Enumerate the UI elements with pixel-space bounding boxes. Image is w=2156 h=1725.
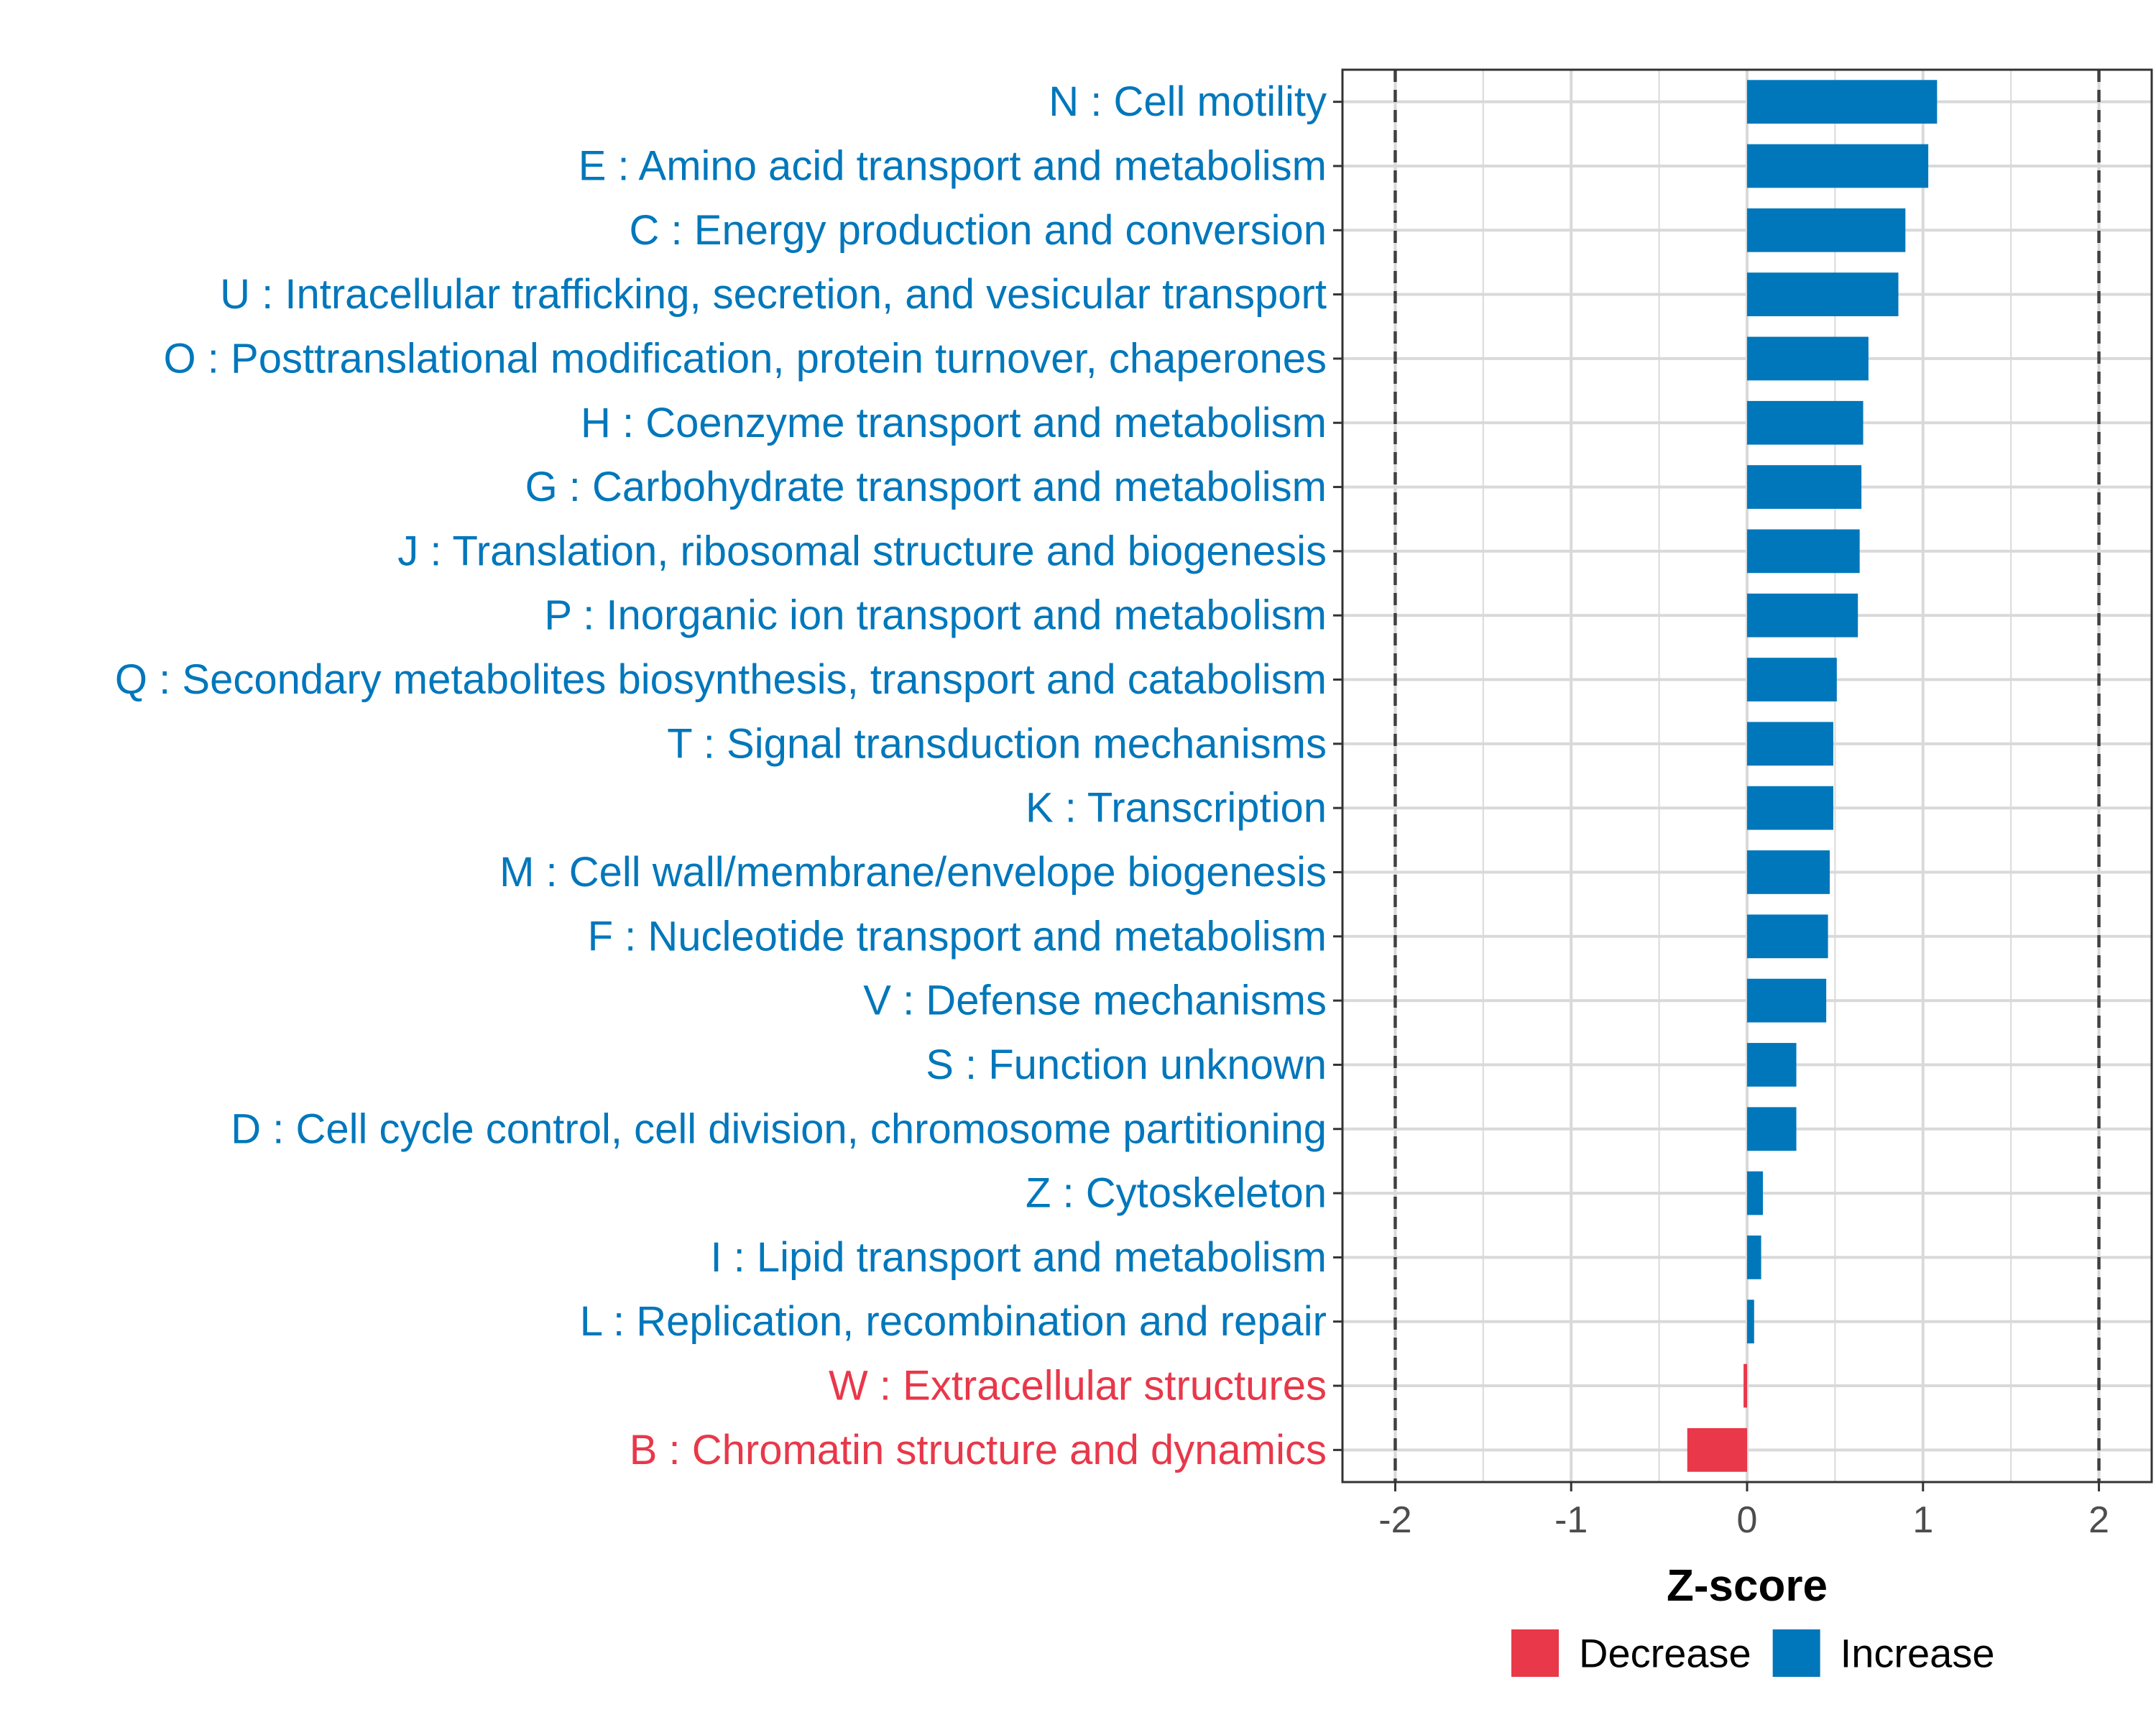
category-label: Z : Cytoskeleton [1026,1170,1327,1217]
bar-increase [1747,850,1830,894]
bar-increase [1747,1043,1797,1087]
bar-increase [1747,658,1837,702]
y-axis-labels: N : Cell motility E : Amino acid transpor… [115,78,1327,1473]
category-label: Q : Secondary metabolites biosynthesis, … [115,656,1327,703]
category-label: S : Function unknown [926,1041,1327,1088]
category-label: V : Defense mechanisms [863,978,1327,1024]
legend: Decrease Increase [1511,1629,1994,1677]
category-label: O : Posttranslational modification, prot… [164,335,1327,382]
category-label: N : Cell motility [1049,78,1327,125]
x-axis-title: Z-score [1667,1561,1828,1611]
x-tick-label: 2 [2088,1499,2109,1541]
x-tick-label: -2 [1378,1499,1411,1541]
category-label: C : Energy production and conversion [630,207,1327,254]
category-label: G : Carbohydrate transport and metabolis… [525,464,1327,510]
bar-increase [1747,144,1929,188]
category-label: J : Translation, ribosomal structure and… [397,528,1327,574]
y-axis-ticks [1333,101,1342,1451]
x-tick-label: 0 [1737,1499,1758,1541]
category-label: U : Intracellular trafficking, secretion… [220,271,1327,318]
bar-increase [1747,978,1827,1023]
category-label: I : Lipid transport and metabolism [710,1234,1327,1281]
category-label: W : Extracellular structures [829,1363,1327,1409]
bar-decrease [1687,1427,1747,1472]
category-label: M : Cell wall/membrane/envelope biogenes… [499,849,1327,896]
x-axis-ticks [1393,1482,2101,1491]
legend-label-increase: Increase [1841,1631,1995,1676]
bar-increase [1747,1107,1797,1151]
category-label: L : Replication, recombination and repai… [580,1298,1327,1345]
category-label: T : Signal transduction mechanisms [667,720,1327,767]
x-tick-label: 1 [1912,1499,1933,1541]
bar-increase [1747,465,1862,509]
bar-increase [1747,1236,1761,1279]
legend-swatch-decrease [1511,1629,1559,1677]
bar-increase [1747,722,1833,766]
bar-increase [1747,208,1906,252]
category-label: P : Inorganic ion transport and metaboli… [544,592,1327,639]
legend-swatch-increase [1772,1629,1820,1677]
bar-increase [1747,914,1828,959]
x-tick-label: -1 [1554,1499,1588,1541]
category-label: E : Amino acid transport and metabolism [579,142,1327,189]
bar-increase [1747,400,1864,445]
bar-increase [1747,80,1938,124]
legend-label-decrease: Decrease [1579,1631,1751,1676]
bar-increase [1747,786,1833,830]
category-label: K : Transcription [1026,785,1327,832]
bar-increase [1747,1300,1754,1344]
bar-increase [1747,529,1860,574]
bars [1687,80,1938,1472]
category-label: H : Coenzyme transport and metabolism [581,400,1327,446]
category-label: D : Cell cycle control, cell division, c… [231,1105,1327,1152]
bar-decrease [1743,1363,1747,1408]
bar-increase [1747,593,1858,638]
bar-increase [1747,336,1869,381]
category-label: B : Chromatin structure and dynamics [630,1427,1327,1473]
bar-increase [1747,272,1899,316]
category-label: F : Nucleotide transport and metabolism [588,913,1327,960]
x-axis-tick-labels: -2 -1 0 1 2 [1378,1499,2109,1541]
reference-lines [1393,70,2101,1482]
bar-increase [1747,1171,1764,1215]
